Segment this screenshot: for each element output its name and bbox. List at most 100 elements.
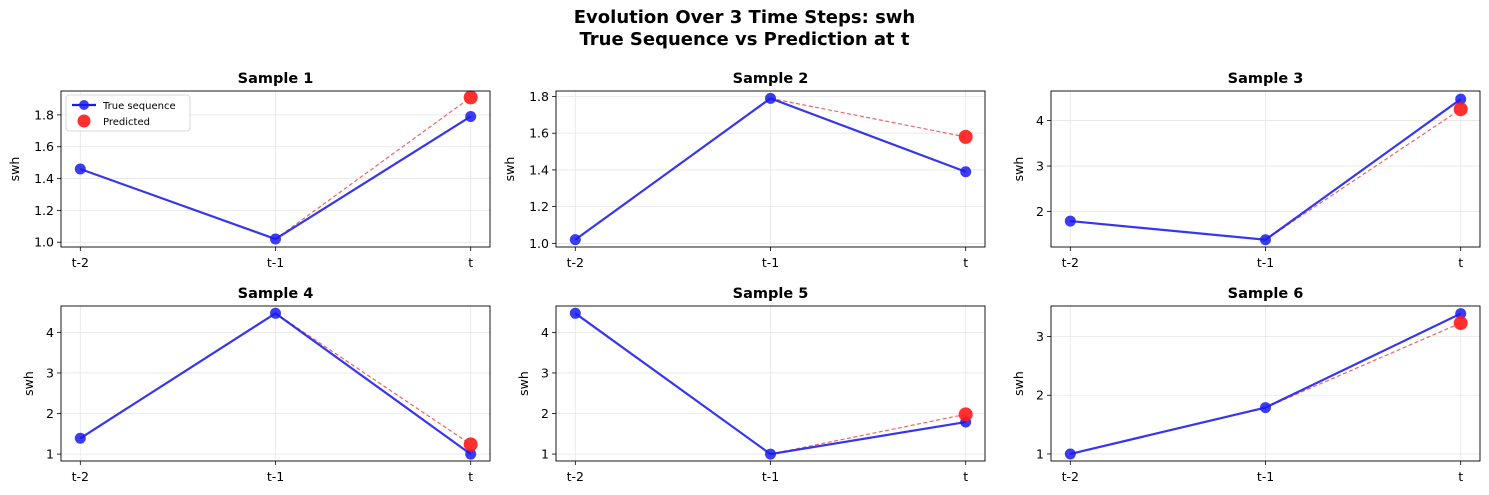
x-tick-label: t (963, 469, 968, 484)
true-sequence-point (270, 307, 281, 319)
y-tick-label: 1.4 (34, 171, 54, 186)
y-tick-label: 3 (1036, 329, 1044, 344)
y-tick-label: 3 (541, 365, 549, 380)
axes-frame (1050, 90, 1481, 248)
x-tick-label: t-1 (267, 469, 284, 484)
figure-title-line-1: Evolution Over 3 Time Steps: swh (573, 7, 916, 28)
x-tick-label: t-1 (762, 255, 779, 270)
subplot-title: Sample 4 (238, 286, 314, 302)
true-sequence-point (765, 92, 776, 104)
subplot-title: Sample 6 (1228, 286, 1304, 302)
y-tick-label: 1.6 (34, 139, 54, 154)
true-sequence-point (765, 448, 776, 460)
prediction-connector (1265, 322, 1461, 409)
y-tick-label: 1.8 (34, 107, 54, 122)
prediction-connector (1265, 108, 1462, 241)
y-tick-label: 2 (541, 406, 549, 421)
y-axis-label: swh (7, 157, 22, 182)
subplot-3: t-2 t-1 t 2 3 4 swh Sample 3 (1011, 71, 1481, 270)
true-sequence-point (1455, 93, 1467, 105)
x-tick-label: t (1458, 255, 1463, 270)
axes-frame (60, 90, 491, 248)
y-tick-label: 4 (1036, 113, 1044, 128)
x-tick-label: t (468, 469, 473, 484)
y-tick-label: 2 (1036, 388, 1044, 403)
y-tick-label: 2 (46, 406, 54, 421)
subplot-6: t-2 t-1 t 1 2 3 swh Sample 6 (1011, 286, 1481, 484)
true-sequence-point (1064, 215, 1076, 227)
x-tick-label: t (468, 255, 473, 270)
true-sequence-point (1260, 234, 1271, 246)
y-axis-label: swh (502, 157, 517, 182)
true-sequence-point (465, 110, 477, 122)
true-sequence-point (1064, 448, 1076, 460)
prediction-connector (770, 97, 966, 138)
x-tick-label: t-2 (1062, 255, 1079, 270)
prediction-connector (275, 312, 472, 445)
legend: True sequence Predicted (65, 94, 191, 132)
y-axis-label: swh (516, 371, 531, 396)
axes-frame (1050, 305, 1481, 462)
true-sequence-point (465, 448, 477, 460)
figure-title-line-2: True Sequence vs Prediction at t (579, 29, 910, 50)
subplot-title: Sample 5 (733, 286, 809, 302)
x-tick-label: t-2 (72, 255, 89, 270)
x-tick-label: t (963, 255, 968, 270)
x-tick-label: t-2 (567, 255, 584, 270)
y-tick-label: 2 (1036, 204, 1044, 219)
y-tick-label: 1 (1036, 446, 1044, 461)
y-tick-label: 3 (1036, 159, 1044, 174)
x-tick-label: t-1 (1257, 469, 1274, 484)
axes-frame (60, 305, 491, 462)
y-tick-label: 1.2 (529, 199, 549, 214)
subplot-4: t-2 t-1 t 1 2 3 4 swh Sample 4 (21, 286, 491, 484)
subplot-2: t-2 t-1 t 1.0 1.2 1.4 1.6 1.8 swh Sample 2 (502, 71, 986, 270)
subplot-title: Sample 1 (238, 71, 314, 87)
y-tick-label: 1 (541, 447, 549, 462)
true-sequence-point (1260, 402, 1271, 414)
y-tick-label: 1.0 (34, 235, 54, 250)
y-tick-label: 1.4 (529, 162, 549, 177)
y-tick-label: 1 (46, 447, 54, 462)
y-tick-label: 1.6 (529, 126, 549, 141)
x-tick-label: t-2 (567, 469, 584, 484)
y-axis-label: swh (1011, 157, 1026, 182)
subplot-1: t-2 t-1 t 1.0 1.2 1.4 1.6 1.8 swh Sample 1 True se… (7, 71, 491, 270)
predicted-point (463, 90, 478, 105)
legend-label-true-sequence: True sequence (102, 101, 176, 112)
y-tick-label: 1.0 (529, 236, 549, 251)
axes-frame (555, 305, 986, 462)
true-sequence-point (569, 234, 581, 246)
y-axis-label: swh (21, 371, 36, 396)
y-tick-label: 1.2 (34, 203, 54, 218)
subplot-title: Sample 2 (733, 71, 809, 87)
x-tick-label: t-1 (267, 255, 284, 270)
legend-true-marker (79, 100, 89, 110)
true-sequence-point (960, 166, 972, 178)
x-tick-label: t (1458, 469, 1463, 484)
legend-box (65, 94, 191, 132)
subplot-title: Sample 3 (1228, 71, 1304, 87)
true-sequence-point (74, 432, 86, 444)
predicted-point (958, 129, 973, 144)
predicted-point (463, 437, 478, 452)
predicted-point (1453, 102, 1468, 117)
true-sequence-point (569, 307, 581, 319)
x-tick-label: t-1 (762, 469, 779, 484)
y-tick-label: 1.8 (529, 89, 549, 104)
x-tick-label: t-2 (72, 469, 89, 484)
subplot-5: t-2 t-1 t 1 2 3 4 swh Sample 5 (516, 286, 986, 484)
y-tick-label: 4 (46, 325, 54, 340)
prediction-connector (770, 413, 966, 455)
y-tick-label: 3 (46, 365, 54, 380)
true-sequence-point (270, 233, 281, 245)
figure-title: Evolution Over 3 Time Steps: swh True Se… (0, 7, 1489, 51)
predicted-point (958, 407, 973, 422)
prediction-connector (275, 96, 472, 240)
true-sequence-point (1455, 308, 1467, 320)
x-tick-label: t-1 (1257, 255, 1274, 270)
legend-label-predicted: Predicted (103, 117, 150, 128)
axes-frame (555, 90, 986, 248)
legend-predicted-marker (77, 114, 91, 128)
